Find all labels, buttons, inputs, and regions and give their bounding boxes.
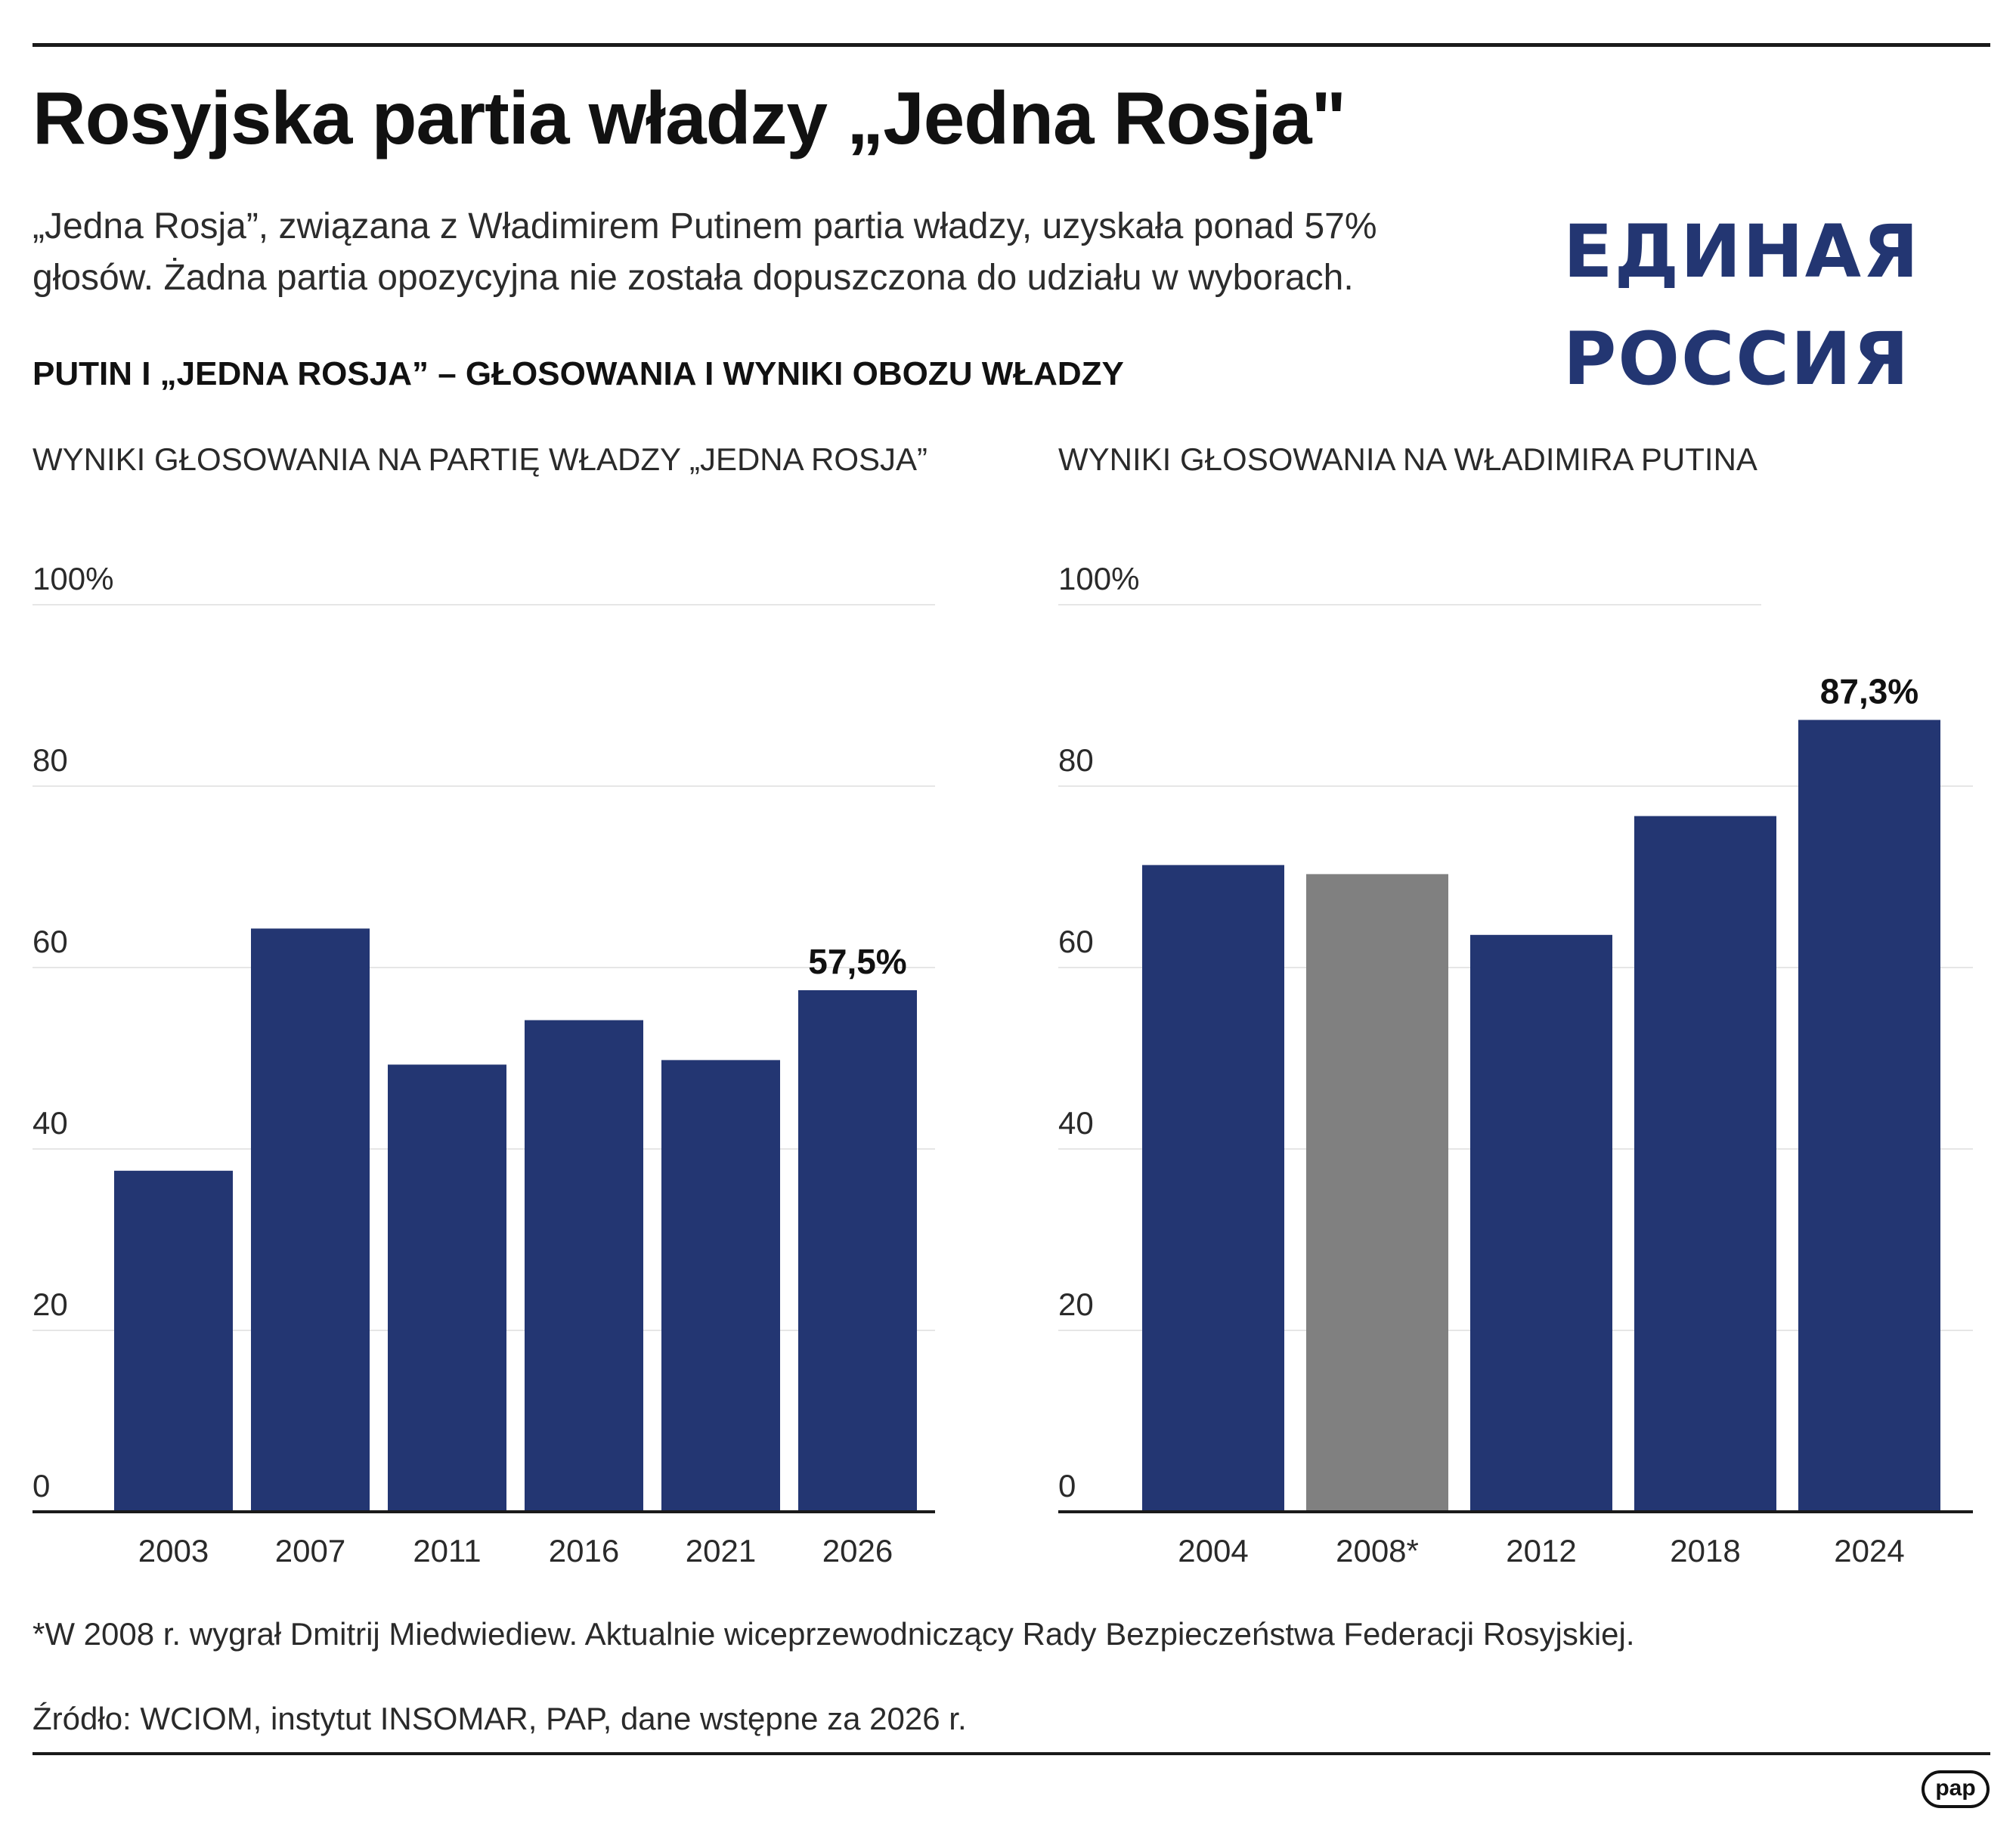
party-results-chart: WYNIKI GŁOSOWANIA NA PARTIĘ WŁADZY „JEDN… <box>0 431 952 1580</box>
bar <box>114 1170 233 1512</box>
y-tick-label: 60 <box>33 924 68 959</box>
x-tick-label: 2018 <box>1670 1533 1740 1568</box>
party-logo: ЕДИНАЯ РОССИЯ <box>1563 198 1920 413</box>
page-title: Rosyjska partia władzy „Jedna Rosja" <box>33 76 1346 159</box>
y-tick-label: 40 <box>33 1105 68 1141</box>
y-tick-label: 80 <box>1058 742 1094 778</box>
pap-logo: pap <box>1922 1770 1990 1808</box>
logo-line-2: РОССИЯ <box>1563 317 1911 401</box>
chart-title: WYNIKI GŁOSOWANIA NA PARTIĘ WŁADZY „JEDN… <box>33 441 927 477</box>
putin-results-chart: WYNIKI GŁOSOWANIA NA WŁADIMIRA PUTINA 0 2… <box>1013 431 2016 1580</box>
y-tick-label: 0 <box>1058 1468 1076 1503</box>
y-tick-label: 80 <box>33 742 68 778</box>
x-tick-label: 2024 <box>1834 1533 1904 1568</box>
bar <box>251 928 370 1512</box>
putin-results-svg: 0 20 40 60 80 100% 2004 2008* 2012 2018 2024 87,3% <box>1058 561 1973 1568</box>
x-tick-label: 2007 <box>275 1533 345 1568</box>
data-label: 57,5% <box>808 942 906 981</box>
bar <box>1306 874 1448 1512</box>
y-tick-label: 60 <box>1058 924 1094 959</box>
top-rule <box>33 43 1990 47</box>
x-tick-label: 2016 <box>549 1533 619 1568</box>
x-tick-label: 2004 <box>1178 1533 1248 1568</box>
lead-text: „Jedna Rosja”, związana z Władimirem Put… <box>33 206 1377 298</box>
party-results-svg: 0 20 40 60 80 100% 2003 2007 2011 2016 2021 2026 57,… <box>33 561 935 1568</box>
x-tick-label: 2021 <box>686 1533 756 1568</box>
x-tick-label: 2008* <box>1336 1533 1419 1568</box>
source-note: Źródło: WCIOM, instytut INSOMAR, PAP, da… <box>33 1701 967 1736</box>
bar <box>1470 934 1612 1512</box>
y-tick-label: 100% <box>1058 561 1139 596</box>
bar <box>388 1064 506 1512</box>
footnote: *W 2008 r. wygrał Dmitrij Miedwiediew. A… <box>33 1616 1635 1652</box>
bar <box>1142 865 1284 1512</box>
section-title: PUTIN I „JEDNA ROSJA” – GŁOSOWANIA I WYN… <box>33 355 1124 392</box>
chart-title: WYNIKI GŁOSOWANIA NA WŁADIMIRA PUTINA <box>1058 441 1757 477</box>
y-tick-label: 0 <box>33 1468 50 1503</box>
bar <box>661 1060 780 1512</box>
bar <box>1634 816 1776 1512</box>
x-tick-label: 2011 <box>413 1533 481 1568</box>
y-tick-label: 20 <box>1058 1287 1094 1322</box>
bar <box>798 990 917 1512</box>
y-tick-label: 100% <box>33 561 113 596</box>
y-tick-label: 40 <box>1058 1105 1094 1141</box>
logo-line-1: ЕДИНАЯ <box>1563 209 1920 294</box>
data-label: 87,3% <box>1820 671 1918 711</box>
x-tick-label: 2012 <box>1506 1533 1576 1568</box>
bottom-rule <box>33 1752 1990 1755</box>
bar <box>525 1020 643 1512</box>
y-tick-label: 20 <box>33 1287 68 1322</box>
bar <box>1798 720 1940 1512</box>
x-tick-label: 2003 <box>138 1533 209 1568</box>
x-tick-label: 2026 <box>822 1533 893 1568</box>
